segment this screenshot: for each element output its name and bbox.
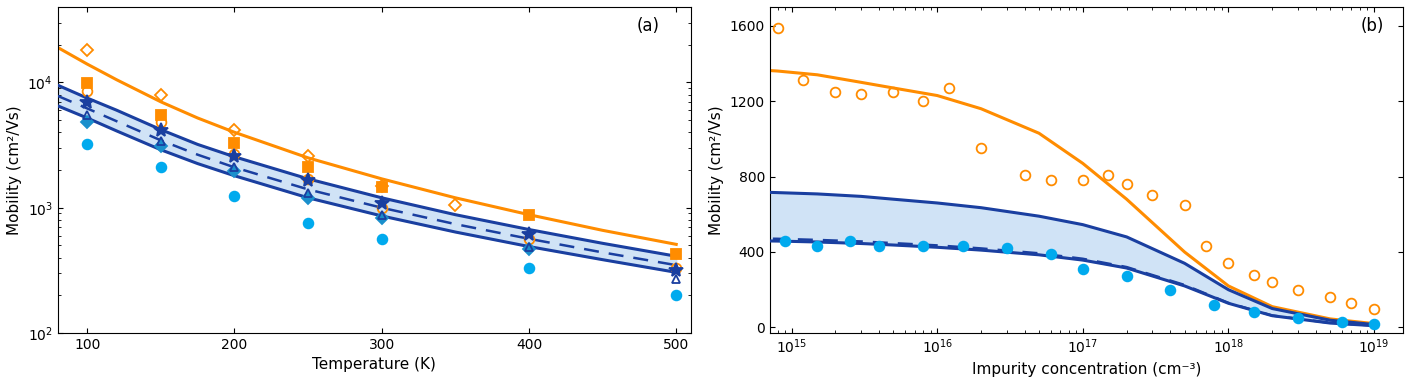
X-axis label: Temperature (K): Temperature (K) xyxy=(313,358,436,372)
Y-axis label: Mobility (cm²/Vs): Mobility (cm²/Vs) xyxy=(709,105,725,235)
Text: (a): (a) xyxy=(636,17,660,35)
Text: (b): (b) xyxy=(1361,17,1385,35)
Y-axis label: Mobility (cm²/Vs): Mobility (cm²/Vs) xyxy=(7,105,23,235)
X-axis label: Impurity concentration (cm⁻³): Impurity concentration (cm⁻³) xyxy=(971,362,1201,377)
